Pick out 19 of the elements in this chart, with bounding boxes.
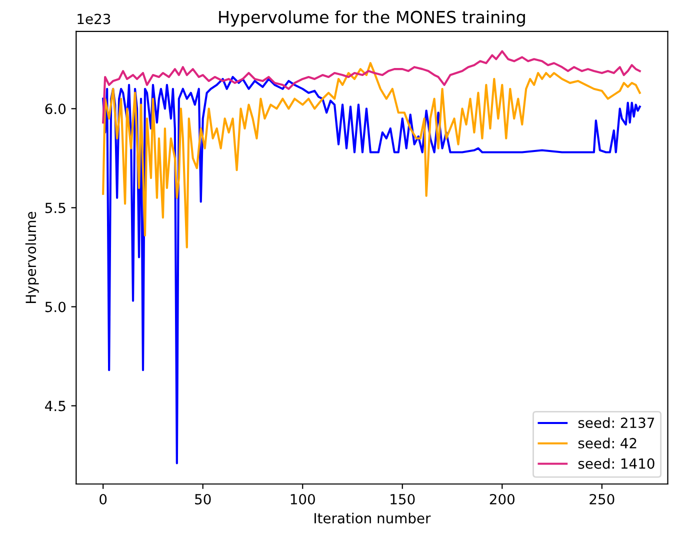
line-series (102, 62, 641, 248)
y-tick-label: 4.5 (45, 400, 66, 412)
chart-title: Hypervolume for the MONES training (219, 10, 525, 27)
x-tick-label: 100 (290, 494, 315, 504)
x-axis-title: Iteration number (314, 512, 431, 524)
y-axis-title: Hypervolume (25, 212, 39, 303)
x-tick-label: 200 (490, 494, 514, 504)
legend-label: seed: 2137 (578, 417, 654, 428)
y-tick-label: 6.0 (45, 104, 66, 114)
line-series (102, 50, 641, 124)
x-tick-label: 0 (100, 494, 107, 504)
x-tick-label: 50 (195, 494, 211, 504)
y-tick-label: 5.0 (45, 302, 66, 312)
x-tick-label: 150 (390, 494, 415, 504)
text: 1e23 (78, 14, 110, 24)
y-tick-label: 5.5 (45, 202, 66, 214)
x-tick-label: 250 (590, 494, 614, 504)
legend-label: seed: 1410 (578, 458, 654, 469)
legend-label: seed: 42 (578, 438, 636, 448)
